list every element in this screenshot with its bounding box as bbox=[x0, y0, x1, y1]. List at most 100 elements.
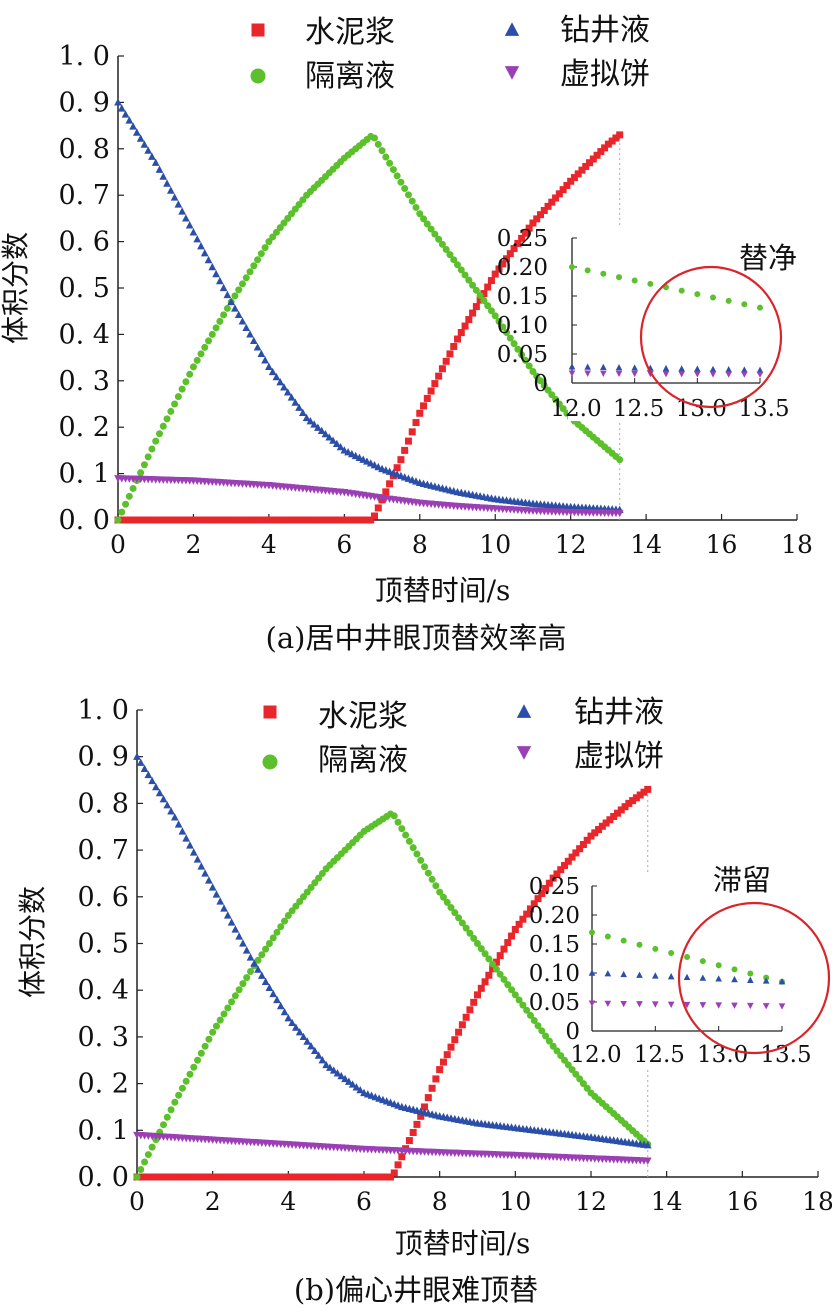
y-tick-label: 0. 5 bbox=[77, 929, 129, 960]
cement-slurry-point bbox=[141, 1173, 149, 1181]
cement-slurry-point bbox=[567, 177, 575, 185]
cement-slurry-point bbox=[589, 155, 597, 163]
drilling-fluid-point bbox=[321, 429, 330, 438]
inset-drilling-fluid-point bbox=[588, 969, 596, 976]
legend-marker-spacer-fluid bbox=[250, 68, 266, 84]
spacer-fluid-point bbox=[489, 960, 497, 968]
spacer-fluid-point bbox=[439, 893, 447, 901]
cement-slurry-point bbox=[514, 239, 522, 247]
cement-slurry-point bbox=[288, 1173, 296, 1181]
drilling-fluid-point bbox=[317, 426, 326, 435]
cement-slurry-point bbox=[591, 829, 599, 837]
cement-slurry-point bbox=[511, 925, 519, 933]
cement-slurry-point bbox=[144, 516, 152, 524]
x-tick-label: 2 bbox=[185, 530, 201, 559]
cement-slurry-point bbox=[254, 516, 262, 524]
spacer-fluid-point bbox=[118, 508, 126, 516]
spacer-fluid-point bbox=[272, 228, 280, 236]
spacer-fluid-point bbox=[208, 330, 216, 338]
inset-virtual-cake-point bbox=[694, 371, 701, 378]
inset-virtual-cake-point bbox=[588, 1000, 596, 1007]
cement-slurry-point bbox=[231, 516, 239, 524]
cement-slurry-point bbox=[476, 296, 484, 304]
spacer-fluid-point bbox=[288, 210, 296, 218]
cement-slurry-point bbox=[417, 1112, 425, 1120]
inset-virtual-cake-point bbox=[715, 1002, 722, 1009]
spacer-fluid-point bbox=[431, 230, 439, 238]
spacer-fluid-point bbox=[484, 302, 492, 310]
spacer-fluid-point bbox=[540, 381, 548, 389]
cement-slurry-point bbox=[578, 166, 586, 174]
drilling-fluid-point bbox=[261, 356, 269, 364]
x-tick-label: 6 bbox=[356, 1187, 372, 1216]
spacer-fluid-point bbox=[454, 261, 461, 269]
spacer-fluid-point bbox=[504, 981, 512, 989]
spacer-fluid-point bbox=[496, 970, 504, 978]
spacer-fluid-point bbox=[435, 235, 443, 243]
spacer-fluid-point bbox=[542, 1032, 550, 1040]
cement-slurry-point bbox=[461, 322, 469, 330]
spacer-fluid-point bbox=[470, 934, 478, 942]
cement-slurry-point bbox=[306, 516, 314, 524]
inset-spacer-fluid-point bbox=[747, 970, 754, 977]
y-tick-label: 0. 4 bbox=[58, 319, 110, 350]
x-tick-label: 2 bbox=[205, 1187, 221, 1216]
spacer-fluid-point bbox=[247, 968, 254, 976]
cement-slurry-point bbox=[208, 516, 216, 524]
drilling-fluid-point bbox=[352, 1083, 361, 1091]
spacer-fluid-point bbox=[224, 1004, 232, 1012]
cement-slurry-point bbox=[224, 1173, 232, 1181]
drilling-fluid-point bbox=[643, 1141, 652, 1149]
inset-spacer-fluid-point bbox=[584, 267, 591, 274]
cement-slurry-point bbox=[510, 245, 518, 253]
spacer-fluid-point bbox=[397, 178, 405, 186]
spacer-fluid-point bbox=[511, 991, 519, 999]
spacer-fluid-point bbox=[412, 203, 420, 211]
y-tick-label: 0. 8 bbox=[77, 788, 129, 819]
spacer-fluid-point bbox=[402, 831, 410, 839]
cement-slurry-point bbox=[265, 516, 273, 524]
virtual-cake-point bbox=[615, 509, 624, 518]
spacer-fluid-point bbox=[257, 250, 265, 258]
inset-series-virtual-cake bbox=[588, 1000, 786, 1010]
drilling-fluid-point bbox=[314, 1051, 323, 1059]
legend-marker-cement-slurry bbox=[251, 23, 265, 37]
cement-slurry-point bbox=[310, 516, 318, 524]
spacer-fluid-point bbox=[299, 893, 307, 901]
cement-slurry-point bbox=[265, 1173, 273, 1181]
cement-slurry-point bbox=[273, 1173, 281, 1181]
drilling-fluid-point bbox=[178, 207, 186, 215]
cement-slurry-point bbox=[344, 516, 352, 524]
cement-slurry-point bbox=[439, 1058, 447, 1066]
drilling-fluid-point bbox=[136, 134, 145, 142]
spacer-fluid-point bbox=[209, 1028, 217, 1036]
spacer-fluid-point bbox=[216, 1016, 224, 1024]
cement-slurry-point bbox=[555, 190, 563, 198]
drilling-fluid-point bbox=[144, 146, 153, 154]
cement-slurry-point bbox=[466, 1006, 474, 1014]
cement-slurry-point bbox=[216, 516, 224, 524]
cement-slurry-point bbox=[472, 303, 480, 311]
cement-slurry-point bbox=[303, 516, 311, 524]
spacer-fluid-point bbox=[530, 1017, 538, 1025]
spacer-fluid-point bbox=[500, 975, 508, 983]
y-tick-label: 0. 3 bbox=[58, 366, 110, 397]
spacer-fluid-point bbox=[258, 951, 266, 959]
inset-drilling-fluid-point bbox=[762, 977, 770, 984]
spacer-fluid-point bbox=[246, 268, 254, 276]
x-axis-label: 顶替时间/s bbox=[375, 574, 511, 607]
spacer-fluid-point bbox=[291, 205, 299, 213]
drilling-fluid-point bbox=[140, 764, 149, 772]
spacer-fluid-point bbox=[311, 879, 319, 887]
cement-slurry-point bbox=[167, 516, 175, 524]
drilling-fluid-point bbox=[178, 827, 187, 835]
drilling-fluid-point bbox=[273, 995, 281, 1004]
cement-slurry-point bbox=[545, 879, 553, 887]
inset-spacer-fluid-point bbox=[620, 937, 627, 944]
cement-slurry-point bbox=[447, 1043, 455, 1051]
spacer-fluid-point bbox=[167, 1106, 175, 1114]
cement-slurry-point bbox=[171, 516, 179, 524]
y-axis-label: 体积分数 bbox=[0, 232, 32, 344]
cement-slurry-point bbox=[450, 342, 458, 350]
drilling-fluid-point bbox=[204, 255, 213, 264]
